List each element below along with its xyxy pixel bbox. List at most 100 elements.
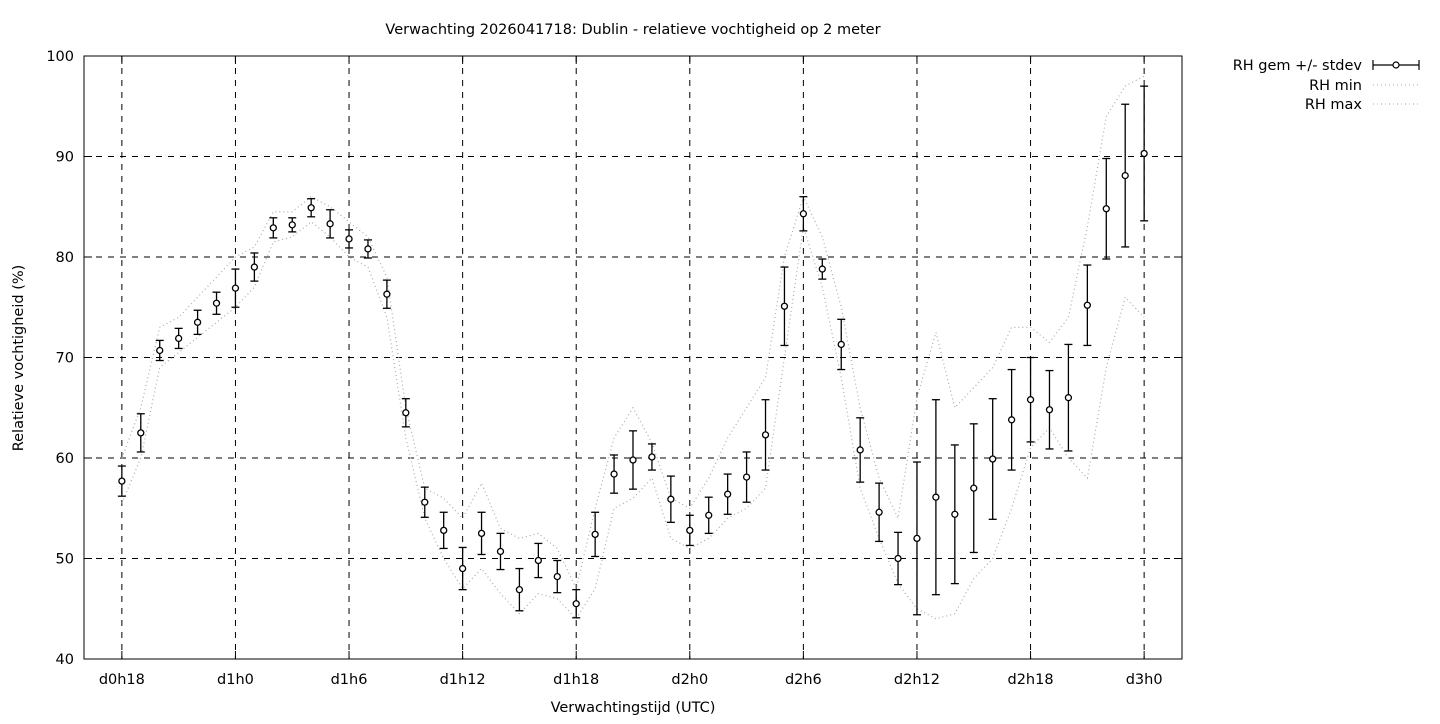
error-bar [307,198,316,218]
mean-point [175,334,183,343]
mean-point [477,529,486,538]
error-bar [950,444,959,585]
mean-point [742,473,751,481]
mean-point [1026,396,1035,404]
mean-point [705,511,713,519]
legend-label-min: RH min [1309,78,1362,94]
mean-point [364,245,372,253]
y-tick-label: 40 [56,652,74,668]
legend-label-mean: RH gem +/- stdev [1233,58,1363,74]
mean-point [383,290,391,298]
mean-point [667,495,675,503]
error-bar [477,511,486,556]
error-bar [401,398,410,428]
mean-point [686,526,694,535]
x-tick-label: d3h0 [1126,672,1163,688]
mean-point [1045,406,1054,414]
mean-point [913,534,921,543]
error-bar [193,309,202,336]
error-bar [155,339,164,362]
error-bar [1064,343,1073,452]
chart-title: Verwachting 2026041718: Dublin - relatie… [385,22,880,38]
legend-label-max: RH max [1305,97,1363,113]
error-bar [553,559,562,594]
error-bar [174,327,183,350]
error-bar [761,399,770,471]
mean-point [250,263,259,271]
y-tick-label: 100 [46,49,74,65]
x-tick-label: d1h6 [331,672,368,688]
mean-point [1083,301,1091,309]
error-bar [723,473,732,515]
error-bar [231,268,240,308]
error-bar [1121,103,1130,248]
mean-point [875,508,883,516]
x-axis-label: Verwachtingstijd (UTC) [551,700,716,716]
mean-point [137,429,145,437]
error-bar [288,217,297,233]
mean-point [515,586,524,594]
mean-point [837,340,845,349]
x-tick-label: d0h18 [99,672,145,688]
error-bar [837,318,846,371]
error-bar [988,398,997,520]
x-tick-label: d2h6 [785,672,822,688]
error-bar [1083,264,1092,347]
mean-point [989,455,997,463]
mean-point [610,470,618,478]
mean-point [496,547,505,556]
y-tick-label: 90 [56,150,74,166]
error-bar [1007,368,1016,471]
mean-point [799,210,808,218]
x-tick-label: d2h18 [1008,672,1054,688]
x-tick-label: d2h12 [894,672,940,688]
mean-point [591,530,599,539]
legend-swatch-mean [1372,60,1420,70]
error-bar [647,443,656,471]
mean-point [193,318,202,326]
x-tick-label: d1h12 [440,672,486,688]
error-bar [931,399,940,596]
mean-point [269,224,277,232]
error-bar [1140,85,1149,222]
error-bar [363,239,372,259]
error-bar [382,279,391,309]
y-tick-label: 60 [56,451,74,467]
mean-point [894,554,902,563]
y-tick-label: 80 [56,250,74,266]
error-bar [117,465,126,497]
mean-point [951,510,959,518]
error-bar [591,511,600,558]
mean-point [856,446,864,454]
y-axis-label: Relatieve vochtigheid (%) [11,265,27,452]
x-tick-label: d1h18 [553,672,599,688]
error-bar [572,589,581,619]
error-bar [136,413,145,453]
x-axis: d0h18 d1h0 d1h6 d1h12 d1h18 d2h0 d2h6 d2h12 d2h1… [99,56,1163,688]
mean-point [1064,394,1073,402]
mean-point [932,493,940,501]
grid [84,56,1182,659]
mean-point [970,484,978,492]
rh-min-line [121,221,1145,620]
error-bar [704,496,713,535]
error-bar [326,209,335,239]
mean-point [780,302,789,310]
mean-point [629,456,637,464]
error-bar [1102,157,1111,260]
x-tick-label: d2h0 [671,672,708,688]
series-rh-min [121,221,1145,620]
series-rh-mean [117,85,1149,619]
mean-point [1102,205,1110,213]
error-bar [1045,369,1054,450]
mean-point [458,564,467,573]
mean-point [231,284,240,292]
legend: RH gem +/- stdev RH min RH max [1233,58,1420,113]
error-bar [856,417,865,483]
x-tick-label: d1h0 [217,672,254,688]
error-bar [496,532,505,571]
mean-point [761,431,770,439]
error-bar [875,482,884,543]
mean-point [818,265,826,273]
